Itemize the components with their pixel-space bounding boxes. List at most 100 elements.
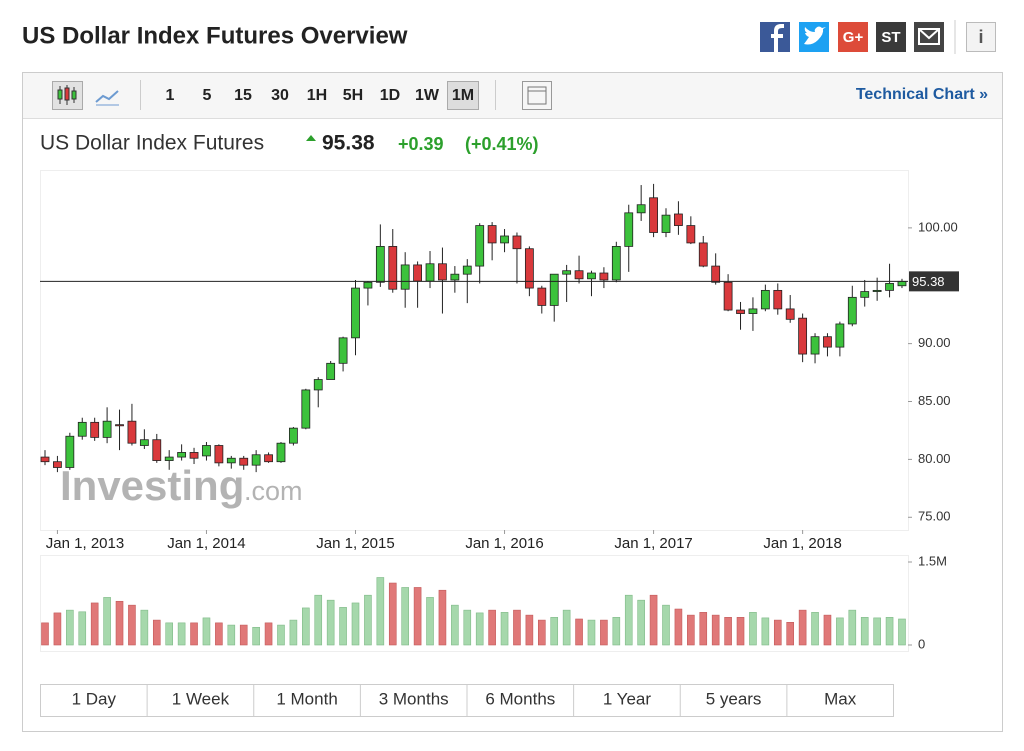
stocktwits-label: ST xyxy=(881,29,900,46)
range-button[interactable]: 1 Month xyxy=(276,689,337,708)
period-button[interactable]: 30 xyxy=(271,87,289,104)
candle-body xyxy=(438,263,447,281)
range-button[interactable]: Max xyxy=(824,689,857,708)
volume-bar xyxy=(649,594,658,646)
volume-bar xyxy=(66,609,74,646)
y-tick-label: 85.00 xyxy=(918,393,951,408)
volume-bar xyxy=(53,612,62,646)
volume-bar xyxy=(339,607,347,646)
volume-bar xyxy=(388,582,397,646)
volume-bar xyxy=(811,612,819,646)
candle-body xyxy=(748,308,758,314)
volume-bar xyxy=(612,617,621,646)
y-tick-label: 80.00 xyxy=(918,451,951,466)
candle-body xyxy=(897,280,907,287)
volume-bar xyxy=(761,617,770,646)
share-bar: G+ ST i xyxy=(760,20,996,54)
range-button[interactable]: 1 Week xyxy=(172,689,230,708)
candle-body xyxy=(351,287,360,339)
volume-bar xyxy=(364,594,372,646)
line-glyph xyxy=(95,90,119,103)
candle-body xyxy=(288,427,298,444)
candle-body xyxy=(264,454,273,463)
volume-bar xyxy=(463,609,472,646)
volume-bar xyxy=(140,609,149,646)
candle-body xyxy=(214,445,224,464)
volume-bar xyxy=(401,587,409,646)
info-icon[interactable] xyxy=(966,22,996,52)
volume-bar xyxy=(898,618,906,646)
quote-change: +0.39 xyxy=(398,134,444,154)
volume-bar xyxy=(413,587,422,646)
x-tick-label: Jan 1, 2015 xyxy=(316,535,394,552)
period-button[interactable]: 5 xyxy=(203,87,212,104)
range-button[interactable]: 1 Year xyxy=(603,689,652,708)
volume-bar xyxy=(537,619,546,646)
candle-body xyxy=(636,204,646,214)
volume-bar xyxy=(575,618,583,646)
range-button[interactable]: 6 Months xyxy=(485,689,555,708)
volume-bar xyxy=(165,622,173,646)
y-tick-label: 75.00 xyxy=(918,509,951,524)
candle-body xyxy=(413,264,423,282)
volume-bar xyxy=(115,600,124,646)
quote-change-percent: (+0.41%) xyxy=(465,134,539,154)
volume-bar xyxy=(699,612,708,646)
candle-body xyxy=(736,309,745,314)
range-button[interactable]: 1 Day xyxy=(72,689,117,708)
volume-bar xyxy=(152,619,161,646)
volume-bar xyxy=(103,597,111,646)
last-price-label: 95.38 xyxy=(912,274,945,289)
period-button[interactable]: 1M xyxy=(452,87,474,104)
volume-bar xyxy=(798,609,807,646)
volume-bar xyxy=(637,599,645,646)
volume-bar xyxy=(823,614,832,646)
range-button[interactable]: 5 years xyxy=(706,689,762,708)
volume-tick-label: 1.5M xyxy=(918,553,947,568)
candle-body xyxy=(537,287,547,306)
volume-bar xyxy=(90,602,99,646)
settings-glyph xyxy=(527,86,547,105)
candle-body xyxy=(872,289,882,292)
candle-body xyxy=(785,308,795,320)
candle-body xyxy=(823,336,832,348)
period-button[interactable]: 5H xyxy=(343,87,363,104)
email-flap xyxy=(918,28,940,40)
volume-bar xyxy=(438,589,447,646)
stocktwits-icon[interactable] xyxy=(876,22,906,52)
volume-bar xyxy=(562,609,571,646)
candle-body xyxy=(338,337,348,364)
candle-body xyxy=(425,263,435,282)
candle-body xyxy=(798,317,808,355)
candle-body xyxy=(661,214,671,233)
candle-body xyxy=(835,323,845,348)
settings-button[interactable] xyxy=(522,81,552,110)
candle-body xyxy=(524,248,534,289)
period-button[interactable]: 15 xyxy=(234,87,252,104)
technical-chart-link[interactable]: Technical Chart » xyxy=(856,86,988,103)
range-button[interactable]: 3 Months xyxy=(379,689,449,708)
candle-body xyxy=(512,235,522,250)
candle-body xyxy=(152,439,162,461)
watermark: Investing xyxy=(60,462,244,509)
period-button[interactable]: 1H xyxy=(307,87,327,104)
volume-bar xyxy=(786,622,795,646)
candle-body xyxy=(65,435,75,468)
candle-body xyxy=(177,452,187,458)
candle-body xyxy=(301,389,311,429)
period-button[interactable]: 1 xyxy=(166,87,175,104)
period-button[interactable]: 1W xyxy=(415,87,440,104)
up-arrow xyxy=(306,135,316,141)
volume-bar xyxy=(674,608,683,646)
period-button[interactable]: 1D xyxy=(380,87,400,104)
candle-body xyxy=(450,273,460,281)
volume-bar xyxy=(376,577,385,646)
volume-bar xyxy=(488,609,496,646)
volume-bar xyxy=(227,624,236,646)
y-tick-label: 100.00 xyxy=(918,219,958,234)
candle-body xyxy=(53,461,62,468)
volume-bar xyxy=(475,612,484,646)
candle-body xyxy=(462,265,472,275)
gplus-icon[interactable] xyxy=(838,22,868,52)
